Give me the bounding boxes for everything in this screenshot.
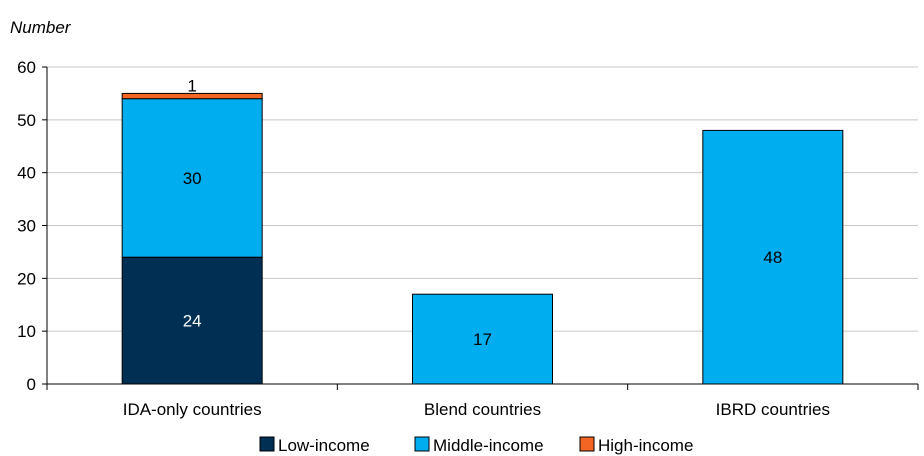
x-category-label: IBRD countries xyxy=(716,400,830,419)
y-tick-label: 40 xyxy=(17,164,36,183)
x-category-label: Blend countries xyxy=(424,400,541,419)
legend-swatch xyxy=(414,436,430,452)
legend-swatch xyxy=(579,436,595,452)
bar-segment xyxy=(412,293,553,385)
data-label: 24 xyxy=(183,312,202,331)
y-tick-label: 10 xyxy=(17,322,36,341)
x-categories: IDA-only countries Blend countries IBRD co… xyxy=(123,400,830,419)
y-axis-title: Number xyxy=(10,18,72,37)
legend-swatch xyxy=(259,436,275,452)
legend-label: High-income xyxy=(598,436,693,455)
legend-label: Middle-income xyxy=(433,436,544,455)
bar-segment xyxy=(121,98,263,258)
bar-segment xyxy=(702,129,844,385)
y-tick-label: 50 xyxy=(17,111,36,130)
y-tick-label: 60 xyxy=(17,58,36,77)
legend-label: Low-income xyxy=(278,436,370,455)
y-tick-label: 30 xyxy=(17,217,36,236)
data-label: 17 xyxy=(473,330,492,349)
bar-segment xyxy=(121,92,263,100)
x-category-label: IDA-only countries xyxy=(123,400,262,419)
y-ticks: 0 10 20 30 40 50 60 xyxy=(17,58,47,394)
y-tick-label: 20 xyxy=(17,269,36,288)
data-label: 48 xyxy=(763,248,782,267)
y-tick-label: 0 xyxy=(27,375,36,394)
data-label: 30 xyxy=(183,169,202,188)
data-label: 1 xyxy=(187,76,196,95)
legend: Low-income Middle-income High-income xyxy=(259,436,693,455)
bars: 24 30 1 17 48 xyxy=(121,76,844,385)
